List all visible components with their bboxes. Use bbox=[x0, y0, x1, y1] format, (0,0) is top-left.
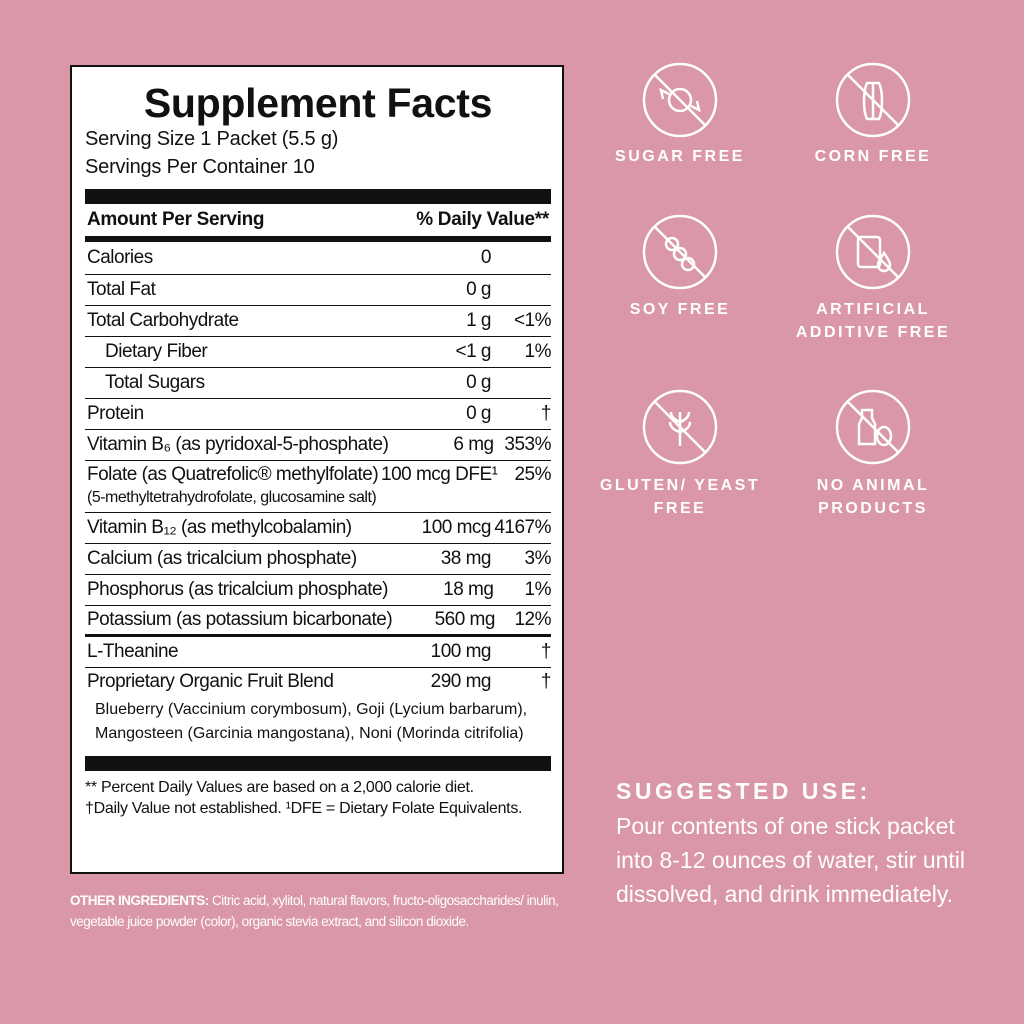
nutrient-name: Protein bbox=[87, 403, 144, 424]
nutrient-row: Folate (as Quatrefolic® methylfolate) 100… bbox=[85, 461, 552, 513]
nutrient-dv: 1% bbox=[524, 579, 552, 600]
nutrient-dv: 3% bbox=[524, 548, 552, 569]
corn-icon bbox=[834, 61, 912, 139]
nutrient-name: Dietary Fiber bbox=[105, 341, 208, 362]
nutrient-row: Calcium (as tricalcium phosphate) 38 mg 3% bbox=[85, 544, 552, 575]
badge-label: GLUTEN/ YEAST FREE bbox=[599, 477, 761, 517]
nutrient-row: Proprietary Organic Fruit Blend 290 mg † bbox=[85, 668, 552, 756]
nutrient-row: Vitamin B₁₂ (as methylcobalamin) 100 mcg 4… bbox=[85, 513, 552, 544]
nutrient-row: Protein 0 g † bbox=[85, 399, 552, 430]
nutrient-dv: 353% bbox=[504, 434, 551, 455]
divider-bar bbox=[85, 189, 551, 204]
nutrient-dv: † bbox=[540, 403, 552, 424]
servings-per-container: Servings Per Container 10 bbox=[85, 156, 315, 178]
nutrient-dv: 25% bbox=[514, 464, 551, 485]
nutrient-row: Total Sugars 0 g bbox=[85, 368, 551, 399]
nutrient-row: Phosphorus (as tricalcium phosphate) 18 m… bbox=[85, 575, 551, 606]
nutrient-name: Vitamin B₆ (as pyridoxal-5-phosphate) bbox=[87, 434, 389, 455]
divider-bar bbox=[85, 756, 551, 771]
nutrient-amount: 100 mcg DFE¹ bbox=[381, 464, 498, 485]
nutrient-name: Phosphorus (as tricalcium phosphate) bbox=[87, 579, 388, 600]
nutrient-name: Total Fat bbox=[87, 279, 156, 300]
nutrient-row: Total Fat 0 g bbox=[85, 275, 551, 306]
nutrient-row: L-Theanine 100 mg † bbox=[85, 637, 552, 668]
facts-title: Supplement Facts bbox=[143, 80, 493, 126]
amount-header: Amount Per Serving bbox=[87, 209, 265, 230]
nutrient-name: Total Carbohydrate bbox=[87, 310, 239, 331]
nutrient-amount: 0 g bbox=[466, 279, 491, 300]
nutrient-name: Calcium (as tricalcium phosphate) bbox=[87, 548, 357, 569]
nutrient-row: Vitamin B₆ (as pyridoxal-5-phosphate) 6 m… bbox=[85, 430, 552, 461]
nutrient-amount: 0 g bbox=[466, 403, 491, 424]
nutrient-name: L-Theanine bbox=[87, 641, 179, 662]
nutrient-name: Proprietary Organic Fruit Blend bbox=[87, 671, 334, 692]
nutrient-dv: † bbox=[540, 671, 552, 692]
nutrient-row: Calories 0 bbox=[85, 242, 551, 275]
nutrient-name: Total Sugars bbox=[105, 372, 205, 393]
other-ingredients: OTHER INGREDIENTS: Citric acid, xylitol,… bbox=[70, 890, 560, 932]
nutrient-amount: 1 g bbox=[466, 310, 491, 331]
nutrient-dv: 1% bbox=[524, 341, 552, 362]
suggested-use: SUGGESTED USE: Pour contents of one stic… bbox=[616, 778, 996, 911]
nutrient-name: Folate (as Quatrefolic® methylfolate) bbox=[87, 464, 379, 485]
serving-size: Serving Size 1 Packet (5.5 g) bbox=[85, 128, 339, 150]
other-ingredients-text: Citric acid, xylitol, natural flavors, f… bbox=[70, 893, 559, 929]
badge-label: SUGAR FREE bbox=[615, 148, 745, 165]
badge-label: ARTIFICIAL ADDITIVE FREE bbox=[795, 301, 951, 341]
blend-line: Mangosteen (Garcinia mangostana), Noni (… bbox=[95, 725, 524, 742]
nutrient-amount: 6 mg bbox=[453, 434, 494, 455]
footnote: †Daily Value not established. ¹DFE = Die… bbox=[85, 800, 523, 817]
nutrient-amount: 100 mcg bbox=[421, 517, 492, 538]
candy-icon bbox=[641, 61, 719, 139]
badge-label: NO ANIMAL PRODUCTS bbox=[816, 477, 930, 517]
nutrient-amount: 0 g bbox=[466, 372, 491, 393]
blend-line: Blueberry (Vaccinium corymbosum), Goji (… bbox=[95, 701, 528, 718]
soybean-icon bbox=[641, 213, 719, 291]
nutrient-name: Calories bbox=[87, 247, 153, 268]
badge-label: SOY FREE bbox=[629, 301, 731, 318]
nutrient-amount: 18 mg bbox=[443, 579, 494, 600]
nutrient-dv: 4167% bbox=[494, 517, 551, 538]
footnote: ** Percent Daily Values are based on a 2… bbox=[85, 779, 474, 796]
nutrient-amount: 100 mg bbox=[430, 641, 492, 662]
suggested-use-heading: SUGGESTED USE: bbox=[616, 778, 871, 804]
nutrient-row: Potassium (as potassium bicarbonate) 560 … bbox=[85, 606, 552, 637]
other-ingredients-label: OTHER INGREDIENTS: bbox=[70, 893, 209, 908]
nutrient-amount: 38 mg bbox=[440, 548, 492, 569]
milk-egg-icon bbox=[834, 388, 912, 466]
nutrient-amount: 290 mg bbox=[430, 671, 492, 692]
nutrient-amount: 0 bbox=[480, 247, 492, 268]
suggested-use-text: Pour contents of one stick packet into 8… bbox=[616, 813, 966, 907]
nutrient-name: Potassium (as potassium bicarbonate) bbox=[87, 609, 393, 630]
nutrient-amount: 560 mg bbox=[434, 609, 496, 630]
nutrient-dv: † bbox=[540, 641, 552, 662]
dv-header: % Daily Value** bbox=[416, 209, 549, 230]
supplement-facts-panel: Supplement Facts Serving Size 1 Packet (… bbox=[70, 65, 564, 874]
nutrient-row: Total Carbohydrate 1 g <1% bbox=[85, 306, 552, 337]
nutrient-row: Dietary Fiber <1 g 1% bbox=[85, 337, 552, 368]
nutrient-name: Vitamin B₁₂ (as methylcobalamin) bbox=[87, 517, 352, 538]
wheat-icon bbox=[641, 388, 719, 466]
badge-label: CORN FREE bbox=[814, 148, 932, 165]
nutrient-subtext: (5-methyltetrahydrofolate, glucosamine s… bbox=[87, 489, 377, 506]
nutrient-amount: <1 g bbox=[455, 341, 491, 362]
nutrient-dv: 12% bbox=[514, 609, 551, 630]
nutrient-dv: <1% bbox=[513, 310, 552, 331]
additive-icon bbox=[834, 213, 912, 291]
table-header: Amount Per Serving % Daily Value** bbox=[85, 204, 551, 242]
